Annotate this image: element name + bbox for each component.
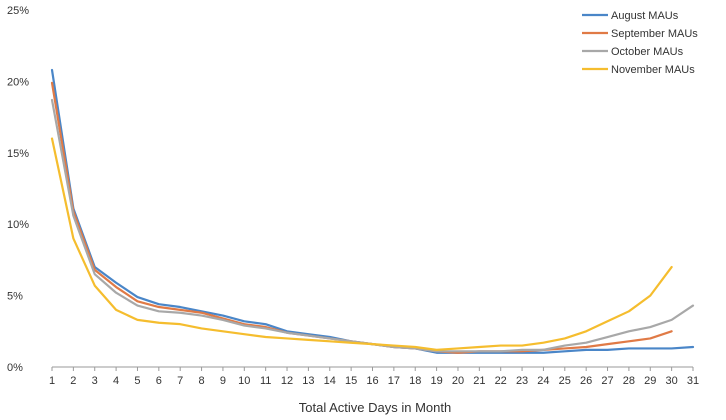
x-tick-label: 12 [281,375,293,387]
series-line-4 [50,137,673,351]
series-line-2 [50,81,673,354]
x-tick-label: 25 [559,375,571,387]
x-tick-label: 20 [452,375,464,387]
x-tick-label: 5 [134,375,140,387]
x-tick-label: 6 [156,375,162,387]
series-layer [50,68,695,354]
x-tick-label: 2 [70,375,76,387]
legend-label: August MAUs [611,10,679,22]
x-tick-label: 16 [366,375,378,387]
x-tick-label: 4 [113,375,119,387]
x-tick-label: 29 [644,375,656,387]
legend: August MAUs September MAUs October MAUs Nov… [582,10,698,76]
x-tick-label: 1 [49,375,55,387]
y-tick-label: 5% [7,291,23,303]
x-tick-label: 15 [345,375,357,387]
x-tick-label: 11 [260,375,271,387]
x-tick-label: 30 [666,375,678,387]
x-tick-label: 21 [473,375,485,387]
x-tick-label: 22 [495,375,507,387]
x-tick-label: 17 [388,375,400,387]
x-tick-label: 26 [580,375,592,387]
y-tick-label: 15% [7,148,29,160]
x-tick-label: 7 [177,375,183,387]
series-line-3 [50,98,695,353]
legend-label: September MAUs [611,28,698,40]
x-tick-label: 8 [199,375,205,387]
legend-label: November MAUs [611,64,695,76]
x-axis-title: Total Active Days in Month [299,400,451,415]
x-tick-label: 3 [92,375,98,387]
x-tick-label: 24 [537,375,549,387]
x-tick-label: 23 [516,375,528,387]
y-axis: 0% 5% 10% 15% 20% 25% [7,5,29,374]
x-axis: 1 2 3 4 5 6 7 8 9 10 11 12 13 14 15 16 17 18 19 20 21 22 23 24 2… [49,366,699,387]
x-tick-label: 19 [430,375,442,387]
x-tick-label: 13 [302,375,314,387]
x-tick-label: 18 [409,375,421,387]
x-tick-label: 27 [601,375,613,387]
y-tick-label: 0% [7,362,23,374]
series-line-1 [50,68,695,354]
x-tick-label: 28 [623,375,635,387]
x-tick-label: 9 [220,375,226,387]
y-tick-label: 10% [7,219,29,231]
x-tick-label: 10 [238,375,250,387]
x-tick-label: 31 [687,375,699,387]
y-tick-label: 25% [7,5,29,17]
y-tick-label: 20% [7,76,29,88]
legend-label: October MAUs [611,46,684,58]
x-tick-label: 14 [324,375,336,387]
